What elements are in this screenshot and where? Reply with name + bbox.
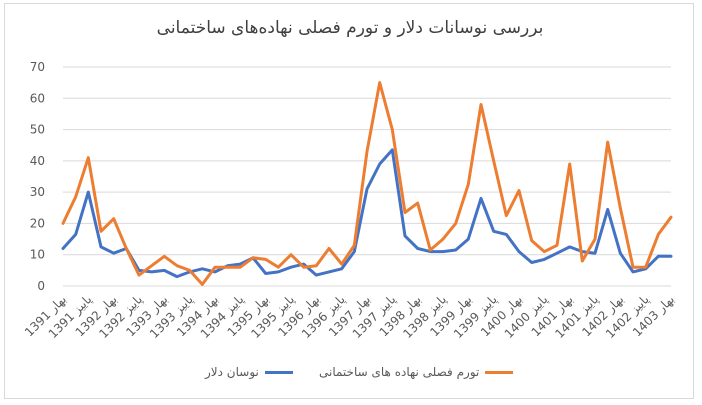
series-line-1 xyxy=(61,81,673,286)
legend-swatch-inflation xyxy=(485,370,514,374)
legend: نوسان دلار تورم فصلی نهاده های ساختمانی xyxy=(5,365,695,383)
y-tick-label: 30 xyxy=(30,185,45,199)
chart-title: بررسی نوسانات دلار و تورم فصلی نهاده‌های… xyxy=(156,18,544,38)
y-tick-label: 40 xyxy=(30,154,45,168)
y-tick-label: 10 xyxy=(30,248,45,262)
legend-label-inflation: تورم فصلی نهاده های ساختمانی xyxy=(319,365,480,379)
legend-item-dollar: نوسان دلار xyxy=(205,365,293,379)
y-tick-label: 60 xyxy=(30,91,45,105)
legend-item-inflation: تورم فصلی نهاده های ساختمانی xyxy=(319,365,514,379)
legend-label-dollar: نوسان دلار xyxy=(205,365,259,379)
series-line-0 xyxy=(61,148,673,279)
legend-swatch-dollar xyxy=(264,370,293,374)
y-tick-label: 50 xyxy=(30,123,45,137)
chart-frame: بررسی نوسانات دلار و تورم فصلی نهاده‌های… xyxy=(4,3,694,399)
y-tick-label: 0 xyxy=(37,279,45,293)
y-tick-label: 20 xyxy=(30,216,45,230)
y-tick-label: 70 xyxy=(30,60,45,74)
